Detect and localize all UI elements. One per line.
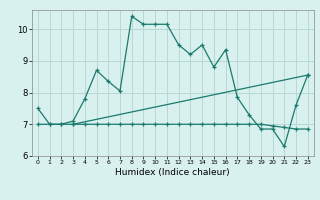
X-axis label: Humidex (Indice chaleur): Humidex (Indice chaleur) — [116, 168, 230, 177]
